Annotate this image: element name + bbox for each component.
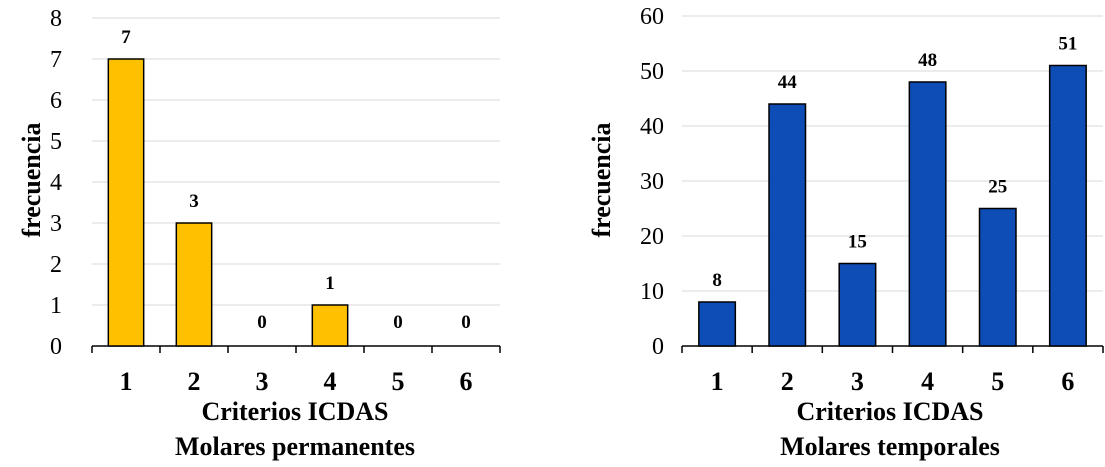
y-tick-label: 8	[50, 6, 62, 32]
x-tick-label: 2	[188, 367, 201, 396]
data-label: 15	[848, 232, 867, 253]
bar	[978, 207, 1017, 347]
x-tick-label: 4	[324, 367, 337, 396]
x-tick-label: 4	[921, 367, 934, 396]
data-label: 0	[461, 312, 471, 333]
y-tick-label: 40	[640, 114, 664, 140]
y-tick-label: 0	[50, 334, 62, 360]
y-tick-label: 3	[50, 211, 62, 237]
x-tick-label: 5	[392, 367, 405, 396]
y-tick-label: 60	[640, 4, 664, 30]
data-label: 51	[1058, 34, 1077, 55]
data-label: 0	[393, 312, 403, 333]
bar	[768, 103, 807, 347]
y-axis-title: frecuencia	[17, 122, 46, 237]
data-label: 8	[712, 270, 722, 291]
y-axis-title: frecuencia	[587, 122, 616, 237]
chart-temporales: 0 10 20 30 40 50 60 8 1 44 2 15 3 48 4 25 5 51 6 Criterios …	[587, 4, 1104, 461]
y-tick-label: 5	[50, 129, 62, 155]
bar	[698, 301, 737, 347]
bar	[107, 58, 145, 347]
x-tick-label: 1	[120, 367, 133, 396]
y-tick-label: 10	[640, 279, 664, 305]
data-label: 48	[918, 50, 937, 71]
bar	[175, 222, 213, 347]
y-tick-label: 30	[640, 169, 664, 195]
bar	[311, 304, 349, 347]
data-label: 1	[325, 273, 335, 294]
bar	[908, 81, 947, 347]
x-axis-title: Criterios ICDAS	[201, 397, 388, 426]
x-tick-label: 6	[460, 367, 473, 396]
y-tick-label: 1	[50, 293, 62, 319]
x-tick-label: 1	[711, 367, 724, 396]
chart-subtitle: Molares temporales	[780, 432, 1000, 461]
x-axis-title: Criterios ICDAS	[796, 397, 983, 426]
y-tick-label: 6	[50, 88, 62, 114]
y-tick-label: 0	[652, 334, 664, 360]
data-label: 0	[257, 312, 267, 333]
bar	[838, 262, 877, 347]
x-tick-label: 2	[781, 367, 794, 396]
y-tick-label: 2	[50, 252, 62, 278]
data-label: 7	[121, 27, 131, 48]
x-tick-label: 3	[851, 367, 864, 396]
y-tick-label: 7	[50, 47, 62, 73]
x-tick-label: 5	[991, 367, 1004, 396]
chart-permanentes: 0 1 2 3 4 5 6 7 8 7 1 3 2 0 3 1 4 0 5 0 6 Criterios ICDAS Mola…	[17, 6, 501, 461]
data-label: 25	[988, 177, 1007, 198]
y-tick-label: 4	[50, 170, 62, 196]
data-label: 44	[778, 72, 798, 93]
y-tick-label: 20	[640, 224, 664, 250]
x-tick-label: 6	[1061, 367, 1074, 396]
bar	[1048, 64, 1087, 347]
data-label: 3	[189, 191, 199, 212]
y-tick-label: 50	[640, 59, 664, 85]
chart-subtitle: Molares permanentes	[175, 432, 415, 461]
x-tick-label: 3	[256, 367, 269, 396]
